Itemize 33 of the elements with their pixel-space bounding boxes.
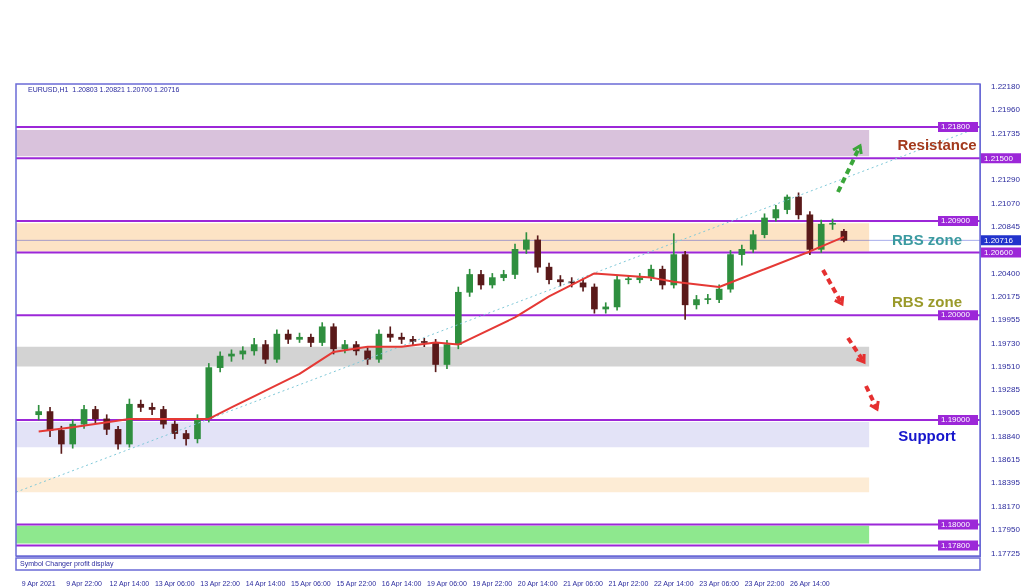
candlestick: [704, 294, 712, 305]
y-tick-label: 1.18615: [991, 455, 1021, 465]
ref-line-label: 1.20900: [941, 216, 971, 226]
ref-line-label: 1.20000: [941, 310, 971, 320]
y-tick-label: 1.21960: [991, 105, 1021, 115]
y-tick-label: 1.19510: [991, 361, 1021, 371]
y-tick-label: 1.22180: [991, 82, 1021, 92]
y-tick-label: 1.19730: [991, 338, 1021, 348]
ref-line-label: 1.21800: [941, 122, 971, 132]
y-tick-label: 1.17725: [991, 548, 1021, 558]
y-tick-label: 1.20845: [991, 222, 1021, 232]
ref-line-label: 1.21500: [984, 153, 1014, 163]
ref-line-label: 1.20600: [984, 247, 1014, 257]
y-tick-label: 1.17950: [991, 525, 1021, 535]
annotation: Support: [898, 427, 956, 445]
ref-line-label: 1.19000: [941, 415, 971, 425]
y-tick-label: 1.18395: [991, 478, 1021, 488]
y-tick-label: 1.21290: [991, 175, 1021, 185]
y-tick-label: 1.19065: [991, 408, 1021, 418]
y-tick-label: 1.19955: [991, 315, 1021, 325]
ref-line-label: 1.17800: [941, 540, 971, 550]
annotation: RBS zone: [891, 293, 963, 311]
y-tick-label: 1.21070: [991, 198, 1021, 208]
annotation: Resistance: [897, 136, 977, 154]
y-tick-label: 1.20175: [991, 292, 1021, 302]
ref-line-label: 1.20716: [984, 235, 1014, 245]
ref-line-label: 1.18000: [941, 519, 971, 529]
y-tick-label: 1.18840: [991, 431, 1021, 441]
annotation: RBS zone: [891, 231, 963, 249]
y-tick-label: 1.18170: [991, 502, 1021, 512]
y-tick-label: 1.21735: [991, 128, 1021, 138]
y-tick-label: 1.20400: [991, 268, 1021, 278]
y-tick-label: 1.19285: [991, 385, 1021, 395]
